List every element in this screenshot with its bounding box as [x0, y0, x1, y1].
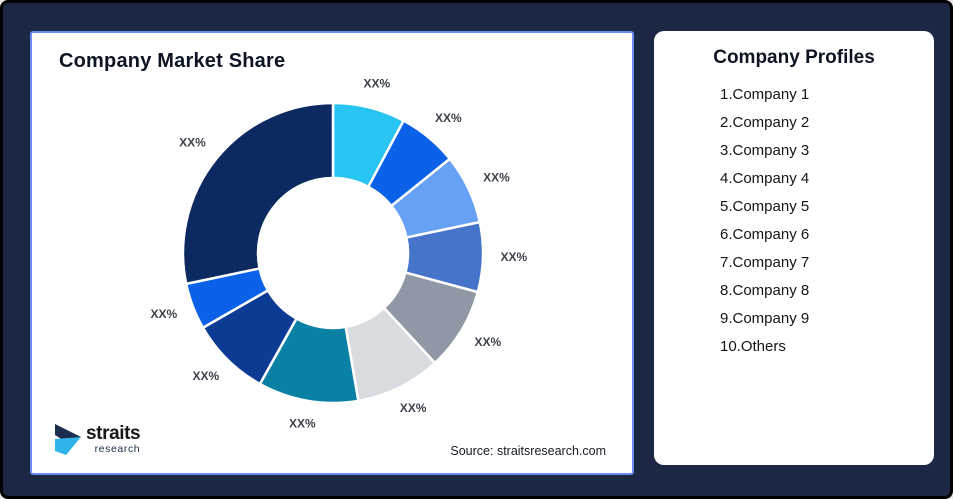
donut-segment: [181, 101, 335, 286]
market-share-card: XX% XX% XX% XX% XX% XX% XX% XX% XX% XX% Company M…: [30, 31, 634, 475]
segment-label: XX%: [192, 369, 219, 383]
list-item: 3.Company 3: [720, 142, 810, 159]
segment-label: XX%: [364, 76, 391, 90]
segment-label: XX%: [289, 417, 316, 431]
segment-label: XX%: [483, 171, 510, 185]
logo-name: straits: [86, 423, 141, 445]
segment-label: XX%: [475, 335, 502, 349]
company-profiles-list: 1.Company 1 2.Company 2 3.Company 3 4.Compa…: [720, 81, 809, 361]
straits-logo-icon: [55, 424, 81, 455]
segment-label: XX%: [179, 136, 206, 150]
segment-label: XX%: [435, 111, 462, 125]
list-item: 7.Company 7: [720, 254, 810, 271]
list-item: 6.Company 6: [720, 226, 810, 243]
list-item: 9.Company 9: [720, 310, 810, 327]
logo-chevron-cyan: [55, 437, 81, 455]
list-item: 8.Company 8: [720, 282, 810, 299]
segment-label: XX%: [501, 250, 528, 264]
list-item: 10.Others: [720, 338, 786, 355]
list-item: 4.Company 4: [720, 170, 810, 187]
logo-text: straits research: [86, 423, 141, 456]
list-item: 1.Company 1: [720, 86, 810, 103]
list-item: 2.Company 2: [720, 114, 810, 131]
profiles-title: Company Profiles: [713, 47, 875, 68]
company-profiles-card: Company Profiles 1.Company 1 2.Company 2 3…: [654, 31, 934, 465]
straits-research-logo: straits research: [53, 423, 141, 456]
segment-label: XX%: [400, 401, 427, 415]
logo-subtitle: research: [94, 443, 141, 456]
list-item: 5.Company 5: [720, 198, 810, 215]
source-note: Source: straitsresearch.com: [450, 444, 606, 458]
segment-label: XX%: [151, 307, 178, 321]
donut-chart: XX% XX% XX% XX% XX% XX% XX% XX% XX% XX%: [151, 76, 528, 431]
chart-title: Company Market Share: [59, 50, 286, 72]
